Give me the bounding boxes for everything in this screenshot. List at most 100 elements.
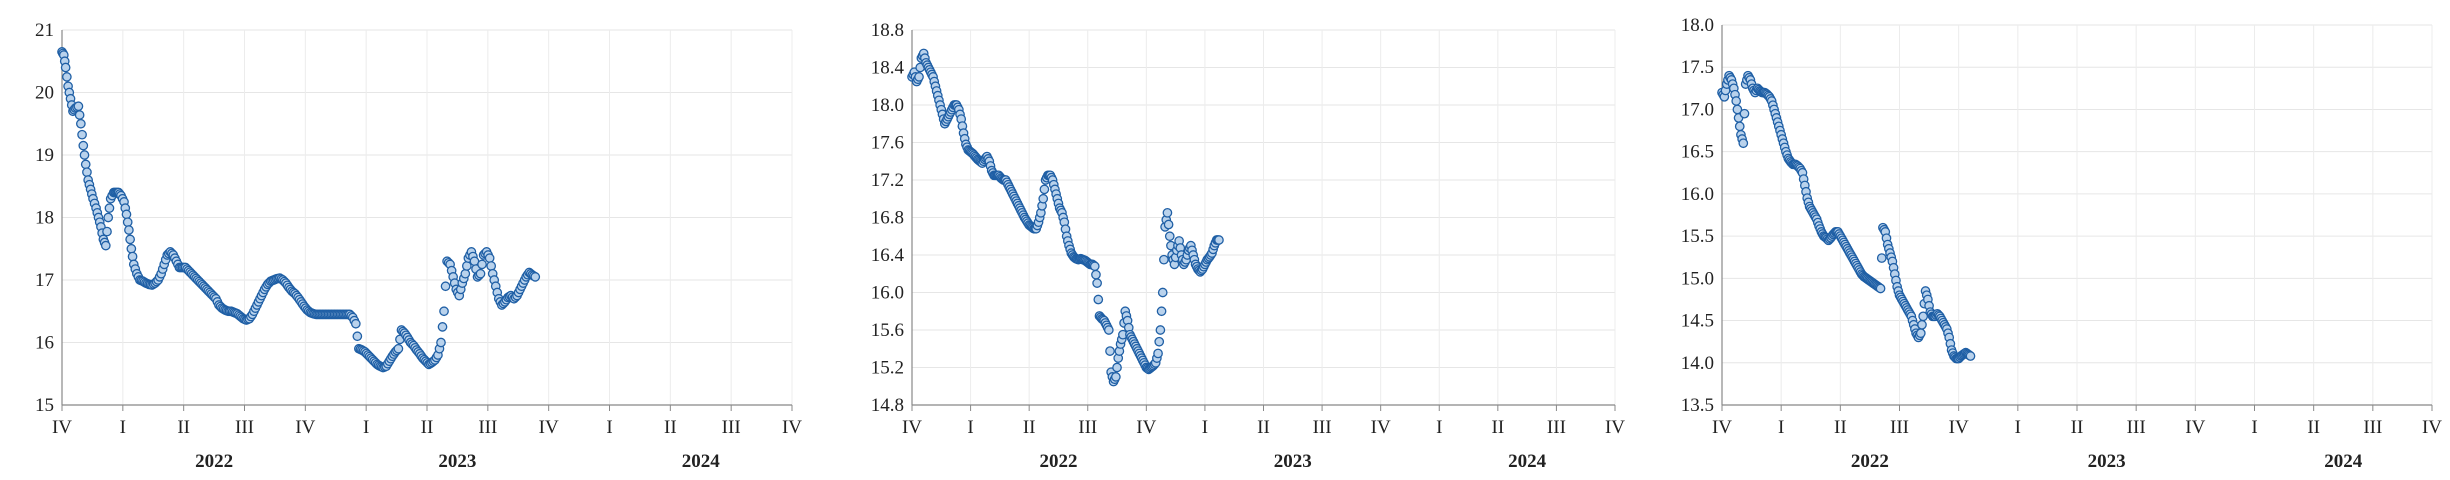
x-quarter-label: II (1492, 417, 1505, 438)
x-quarter-label: IV (52, 417, 72, 438)
data-point (121, 209, 132, 220)
y-tick-label: 15.5 (1681, 226, 1714, 247)
y-tick-label: 14.0 (1681, 353, 1714, 374)
data-point (1038, 193, 1049, 204)
x-quarter-label: II (177, 417, 190, 438)
data-point (439, 306, 449, 317)
y-tick-label: 18.0 (1681, 15, 1714, 36)
data-point (100, 240, 111, 251)
data-point (1162, 207, 1173, 218)
x-quarter-label: IV (902, 417, 922, 438)
x-quarter-label: I (363, 417, 369, 438)
x-quarter-label: II (421, 417, 434, 438)
x-quarter-label: I (2015, 417, 2021, 438)
x-quarter-label: IV (1712, 417, 1732, 438)
data-point (124, 225, 134, 235)
data-point (1876, 253, 1887, 263)
data-point (1214, 235, 1224, 245)
data-point (477, 259, 487, 270)
data-point (1734, 121, 1745, 132)
data-point (104, 203, 115, 213)
y-tick-label: 17.5 (1681, 57, 1714, 78)
y-tick-label: 16.4 (871, 245, 905, 266)
chart-panel-2: 14.8 15.2 15.6 16.0 16.4 16.8 17.2 17.6 18.0 18.4… (820, 0, 1630, 480)
x-quarter-label: III (235, 417, 254, 438)
y-tick-label: 18.8 (871, 20, 904, 41)
data-point (530, 272, 541, 282)
x-quarter-label: I (1202, 417, 1208, 438)
y-tick-label: 15.2 (871, 358, 904, 379)
data-point (1965, 351, 1976, 361)
x-quarter-label: IV (782, 417, 802, 438)
x-year-label: 2022 (195, 451, 233, 472)
x-quarter-label: II (2307, 417, 2320, 438)
x-quarter-label: IV (1949, 417, 1969, 438)
x-quarter-label: I (120, 417, 126, 438)
x-quarter-label: IV (539, 417, 559, 438)
data-point (350, 318, 361, 329)
x-quarter-label: III (1313, 417, 1332, 438)
data-point (1164, 231, 1175, 242)
data-point (461, 261, 472, 271)
data-point (1739, 108, 1750, 119)
data-point (125, 234, 135, 245)
x-quarter-label: III (478, 417, 497, 438)
data-point (1111, 372, 1121, 382)
x-quarter-label: II (1023, 417, 1036, 438)
data-point (127, 251, 138, 262)
data-point (78, 140, 89, 151)
data-point (460, 268, 471, 279)
data-point (486, 261, 497, 271)
y-tick-label: 16.8 (871, 208, 904, 229)
data-point (1156, 306, 1167, 317)
y-tick-label: 16.0 (1681, 184, 1714, 205)
y-tick-label: 15 (35, 395, 54, 416)
data-point (1105, 346, 1115, 356)
data-point (103, 212, 114, 223)
y-tick-label: 13.5 (1681, 395, 1714, 416)
data-point (352, 331, 363, 342)
x-year-label: 2024 (1508, 451, 1547, 472)
data-point (73, 101, 84, 112)
x-quarter-label: IV (1371, 417, 1391, 438)
data-point (1089, 261, 1100, 272)
data-point (1092, 278, 1102, 288)
x-year-label: 2022 (1851, 451, 1889, 472)
data-point (80, 159, 91, 170)
data-point (440, 281, 451, 292)
data-point (1155, 325, 1166, 335)
x-quarter-label: II (664, 417, 677, 438)
data-point (102, 226, 112, 237)
x-quarter-label: III (722, 417, 741, 438)
data-point (79, 150, 90, 160)
y-tick-label: 14.5 (1681, 311, 1714, 332)
x-quarter-label: IV (1136, 417, 1156, 438)
x-year-label: 2023 (438, 451, 476, 472)
x-quarter-label: II (1257, 417, 1270, 438)
data-point (62, 72, 72, 82)
x-year-label: 2023 (2088, 451, 2126, 472)
x-quarter-label: IV (1605, 417, 1625, 438)
data-point (1039, 184, 1050, 195)
chart-panel-3: 13.5 14.0 14.5 15.0 15.5 16.0 16.5 17.0 17.5 18.0… (1630, 0, 2450, 480)
data-point (1738, 138, 1749, 149)
x-quarter-label: I (967, 417, 973, 438)
y-tick-label: 18 (35, 208, 54, 229)
data-point (436, 337, 446, 348)
y-tick-label: 20 (35, 83, 54, 104)
data-point (60, 62, 71, 73)
y-tick-label: 21 (35, 20, 54, 41)
data-point (1154, 336, 1165, 347)
data-point (126, 243, 137, 254)
data-point (1915, 328, 1926, 339)
y-tick-label: 15.6 (871, 320, 904, 341)
y-tick-label: 15.0 (1681, 268, 1714, 289)
y-tick-label: 16.0 (871, 283, 904, 304)
y-tick-label: 17 (35, 270, 54, 291)
data-point (74, 110, 85, 120)
data-point (1731, 96, 1742, 106)
data-point (914, 72, 924, 82)
data-point (1153, 348, 1163, 359)
x-quarter-label: IV (2185, 417, 2205, 438)
